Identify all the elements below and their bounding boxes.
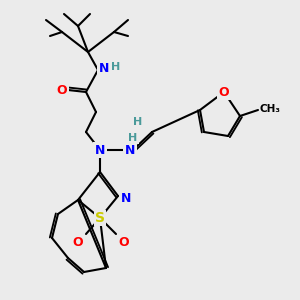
Text: O: O — [73, 236, 83, 248]
Text: H: H — [134, 117, 142, 127]
Text: H: H — [111, 62, 121, 72]
Text: N: N — [125, 143, 135, 157]
Text: H: H — [128, 133, 138, 143]
Text: S: S — [95, 211, 105, 225]
Text: N: N — [121, 191, 131, 205]
Text: N: N — [95, 143, 105, 157]
Text: O: O — [219, 85, 229, 98]
Text: O: O — [119, 236, 129, 248]
Text: CH₃: CH₃ — [260, 104, 281, 114]
Text: N: N — [99, 61, 109, 74]
Text: O: O — [57, 83, 67, 97]
